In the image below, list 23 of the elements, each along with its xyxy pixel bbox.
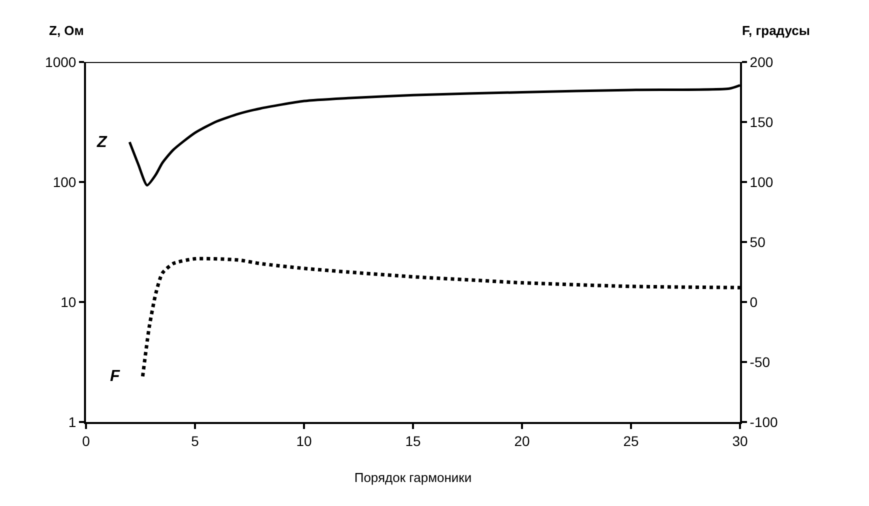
- x-tick-label: 5: [191, 432, 200, 449]
- x-tick-label: 25: [623, 432, 639, 449]
- x-tick-label: 30: [732, 432, 748, 449]
- y2-tick-label: 50: [750, 234, 766, 250]
- x-tick-label: 15: [405, 432, 421, 449]
- y2-tick-label: -100: [750, 414, 778, 430]
- y2-tick-label: 200: [750, 54, 774, 70]
- x-tick-label: 10: [296, 432, 312, 449]
- y2-axis-title: F, градусы: [742, 23, 810, 38]
- y-axis-title: Z, Ом: [49, 23, 84, 38]
- y2-tick-label: 150: [750, 114, 774, 130]
- y2-tick-label: 100: [750, 174, 774, 190]
- x-axis-title: Порядок гармоники: [354, 470, 472, 485]
- y-tick-label: 100: [52, 174, 76, 190]
- x-tick-label: 0: [82, 432, 90, 449]
- y-tick-label: 1: [68, 414, 76, 430]
- y2-tick-label: -50: [750, 354, 770, 370]
- y-tick-label: 10: [60, 294, 76, 310]
- y-tick-label: 1000: [45, 54, 76, 70]
- y2-tick-label: 0: [750, 294, 758, 310]
- x-tick-label: 20: [514, 432, 530, 449]
- annotation: Z: [96, 134, 108, 151]
- annotation: F: [110, 368, 121, 385]
